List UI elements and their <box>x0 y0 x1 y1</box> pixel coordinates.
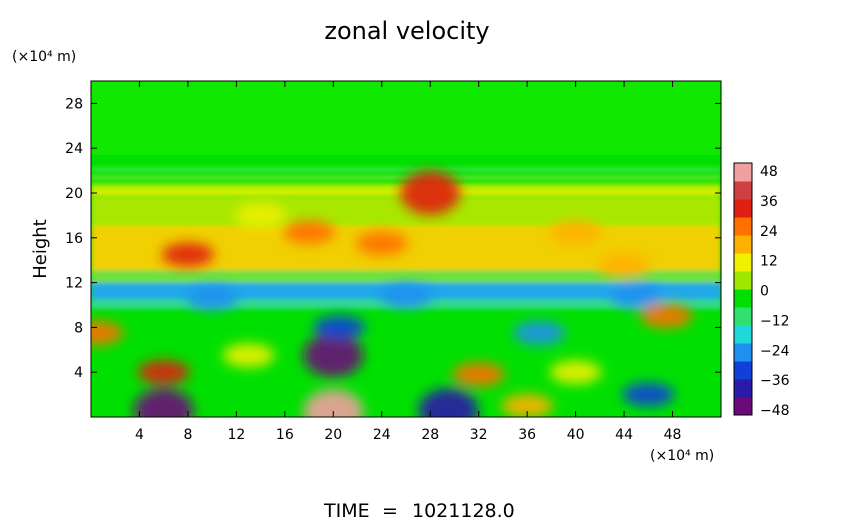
y-tick-label: 16 <box>65 231 83 247</box>
time-value: 1021128.0 <box>412 500 515 519</box>
colorbar-swatch <box>734 361 752 380</box>
colorbar-swatch <box>734 181 752 200</box>
x-tick-label: 4 <box>135 427 144 443</box>
x-tick-label: 20 <box>324 427 342 443</box>
time-equals: = <box>382 500 398 519</box>
colorbar-label: −12 <box>760 313 790 329</box>
velocity-feature <box>513 321 566 345</box>
x-tick-label: 12 <box>227 427 245 443</box>
velocity-feature <box>452 362 505 387</box>
chart-title: zonal velocity <box>324 17 489 45</box>
x-tick-label: 36 <box>518 427 536 443</box>
colorbar-swatch <box>734 199 752 218</box>
x-tick-label: 40 <box>567 427 585 443</box>
velocity-feature <box>283 220 336 245</box>
y-tick-label: 20 <box>65 186 83 202</box>
colorbar-label: −48 <box>760 403 790 419</box>
velocity-feature <box>161 242 214 267</box>
y-tick-label: 24 <box>65 141 83 157</box>
x-axis-ticks: 4 8 12 16 20 24 28 32 36 40 44 48 <box>135 81 681 443</box>
time-label: TIME <box>323 500 370 519</box>
colorbar-label: 36 <box>760 194 778 210</box>
x-tick-label: 28 <box>421 427 439 443</box>
velocity-feature <box>418 388 479 417</box>
velocity-feature <box>640 304 693 329</box>
colorbar-swatch <box>734 379 752 398</box>
velocity-feature <box>186 286 239 311</box>
x-tick-label: 48 <box>664 427 682 443</box>
time-readout: TIME = 1021128.0 <box>323 500 515 519</box>
colorbar-swatch <box>734 163 752 182</box>
x-tick-label: 24 <box>373 427 391 443</box>
velocity-feature <box>137 360 190 385</box>
x-tick-label: 16 <box>276 427 294 443</box>
x-axis-unit: (×10⁴ m) <box>650 448 714 464</box>
x-tick-label: 32 <box>470 427 488 443</box>
colorbar-label: 24 <box>760 224 778 240</box>
colorbar-swatch <box>734 271 752 290</box>
velocity-feature <box>622 382 675 407</box>
velocity-feature <box>549 220 602 245</box>
velocity-feature <box>610 284 663 309</box>
velocity-feature <box>380 284 432 309</box>
velocity-feature <box>133 388 194 417</box>
colorbar: 48 36 24 12 0 −12 −24 −36 −48 <box>733 162 790 419</box>
colorbar-frame <box>733 162 753 416</box>
x-tick-label: 8 <box>183 427 192 443</box>
y-tick-label: 12 <box>65 276 83 292</box>
velocity-feature <box>355 231 408 256</box>
colorbar-label: 12 <box>760 254 778 270</box>
y-tick-label: 4 <box>74 365 83 381</box>
velocity-feature <box>222 343 275 368</box>
velocity-field <box>91 81 721 417</box>
colorbar-swatch <box>734 397 752 416</box>
y-tick-label: 8 <box>74 320 83 336</box>
plot-frame <box>90 80 722 418</box>
y-axis-ticks: 4 8 12 16 20 24 28 <box>65 96 721 381</box>
colorbar-swatch <box>734 343 752 362</box>
colorbar-swatch <box>734 235 752 254</box>
y-tick-label: 28 <box>65 96 83 112</box>
velocity-feature <box>313 315 366 340</box>
y-axis-unit: (×10⁴ m) <box>12 49 76 65</box>
x-tick-label: 44 <box>615 427 633 443</box>
y-axis-label: Height <box>30 219 51 279</box>
velocity-feature <box>598 253 651 278</box>
velocity-feature <box>501 393 554 417</box>
colorbar-label: −24 <box>760 343 790 359</box>
colorbar-label: −36 <box>760 373 790 389</box>
colorbar-label: 0 <box>760 284 769 300</box>
colorbar-swatch <box>734 217 752 236</box>
velocity-feature <box>303 389 364 417</box>
velocity-feature <box>303 333 364 378</box>
colorbar-swatch <box>734 289 752 308</box>
velocity-feature <box>549 360 602 385</box>
velocity-feature <box>91 321 124 345</box>
colorbar-swatch <box>734 307 752 326</box>
velocity-feature <box>234 203 287 228</box>
colorbar-label: 48 <box>760 164 778 180</box>
colorbar-swatch <box>734 325 752 344</box>
velocity-feature <box>400 171 461 215</box>
colorbar-swatch <box>734 253 752 272</box>
